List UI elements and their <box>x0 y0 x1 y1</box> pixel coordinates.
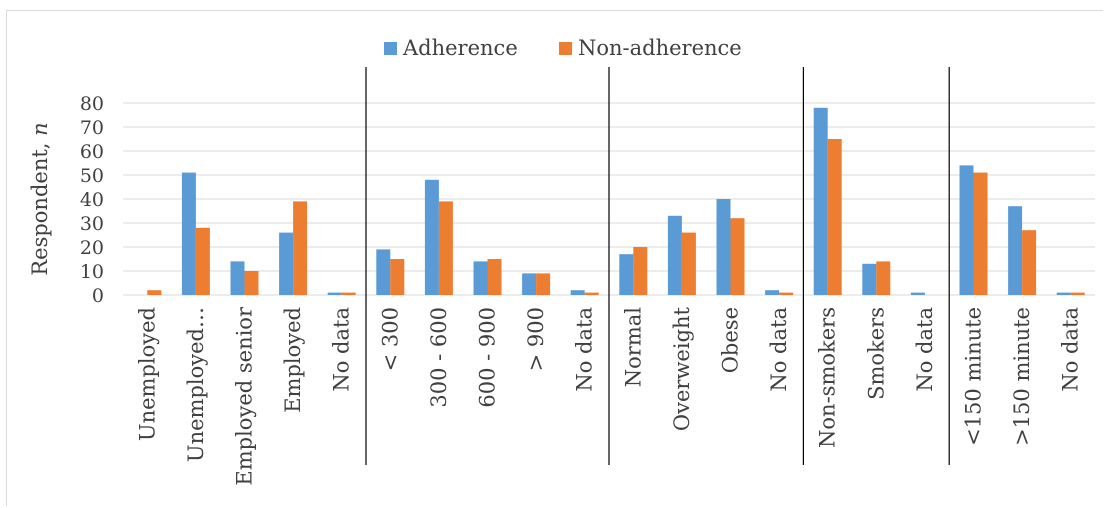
category-label-12: Obese <box>719 307 743 373</box>
bar-non-adherence-13 <box>779 292 794 295</box>
bar-non-adherence-3 <box>293 201 308 295</box>
category-label-0: Unemployed <box>135 307 159 441</box>
category-label-19: No data <box>1059 307 1083 392</box>
bar-non-adherence-2 <box>244 271 259 295</box>
bar-adherence-12 <box>716 199 731 295</box>
legend: Adherence Non-adherence <box>384 36 742 60</box>
category-label-14: Non-smokers <box>816 307 840 448</box>
bar-non-adherence-11 <box>681 232 696 295</box>
category-label-13: No data <box>767 307 791 392</box>
bar-adherence-8 <box>522 273 537 295</box>
legend-swatch-non-adherence <box>559 42 572 55</box>
bar-non-adherence-19 <box>1070 292 1085 295</box>
bar-adherence-7 <box>473 261 488 295</box>
bar-non-adherence-5 <box>390 259 405 295</box>
category-label-3: Employed <box>281 307 305 413</box>
bar-adherence-10 <box>619 254 634 295</box>
bar-adherence-14 <box>813 107 828 295</box>
category-label-10: Normal <box>621 307 645 387</box>
bar-non-adherence-10 <box>633 247 648 295</box>
bar-adherence-2 <box>230 261 245 295</box>
bar-non-adherence-18 <box>1022 230 1037 295</box>
legend-label-adherence: Adherence <box>402 36 518 60</box>
y-tick-60: 60 <box>80 141 104 163</box>
category-label-15: Smokers <box>864 307 888 400</box>
category-label-17: <150 minute <box>962 307 986 446</box>
category-label-7: 600 - 900 <box>476 307 500 408</box>
bar-non-adherence-7 <box>487 259 502 295</box>
bar-non-adherence-14 <box>827 139 842 295</box>
y-axis-label-text: Respondent, <box>28 136 52 276</box>
y-tick-50: 50 <box>80 165 104 187</box>
category-label-9: No data <box>573 307 597 392</box>
y-axis-label: Respondent, n <box>28 122 52 275</box>
legend-swatch-adherence <box>384 42 397 55</box>
y-tick-0: 0 <box>92 285 104 307</box>
legend-label-non-adherence: Non-adherence <box>578 36 742 60</box>
bar-adherence-3 <box>279 232 294 295</box>
bar-non-adherence-15 <box>876 261 891 295</box>
bar-adherence-11 <box>667 215 682 295</box>
bar-non-adherence-0 <box>147 290 162 295</box>
group-separators <box>365 67 950 465</box>
bar-adherence-15 <box>862 263 877 295</box>
y-tick-70: 70 <box>80 117 104 139</box>
category-label-18: >150 minute <box>1010 307 1034 446</box>
bar-non-adherence-17 <box>973 172 988 295</box>
bar-adherence-16 <box>910 292 925 295</box>
y-tick-20: 20 <box>80 237 104 259</box>
bar-adherence-13 <box>765 290 780 295</box>
category-label-1: Unemployed… <box>184 307 208 462</box>
bar-adherence-4 <box>327 292 342 295</box>
bar-adherence-17 <box>959 165 974 295</box>
bar-adherence-18 <box>1008 206 1023 295</box>
y-tick-10: 10 <box>80 261 104 283</box>
category-label-8: > 900 <box>524 307 548 371</box>
bar-non-adherence-9 <box>584 292 599 295</box>
bar-non-adherence-12 <box>730 218 745 295</box>
bar-non-adherence-8 <box>536 273 551 295</box>
y-axis-label-unit: n <box>28 122 52 136</box>
bar-adherence-5 <box>376 249 391 295</box>
category-label-2: Employed senior <box>233 306 257 486</box>
bars <box>147 107 1085 295</box>
bar-adherence-9 <box>570 290 585 295</box>
bar-non-adherence-6 <box>438 201 453 295</box>
category-label-11: Overweight <box>670 306 694 431</box>
bar-adherence-6 <box>424 179 439 295</box>
category-label-5: < 300 <box>378 307 402 371</box>
category-label-6: 300 - 600 <box>427 307 451 408</box>
category-label-4: No data <box>330 307 354 392</box>
bar-adherence-19 <box>1056 292 1071 295</box>
bar-non-adherence-1 <box>195 227 210 295</box>
bar-adherence-1 <box>181 172 196 295</box>
y-tick-40: 40 <box>80 189 104 211</box>
bar-non-adherence-4 <box>341 292 356 295</box>
y-tick-30: 30 <box>80 213 104 235</box>
y-tick-80: 80 <box>80 93 104 115</box>
category-label-16: No data <box>913 307 937 392</box>
category-labels: Unemployed Unemployed… Employed senior Empl… <box>135 306 1082 486</box>
chart-frame: 0 10 20 30 40 50 60 70 80 Unemployed Unemployed… E… <box>6 10 1103 506</box>
